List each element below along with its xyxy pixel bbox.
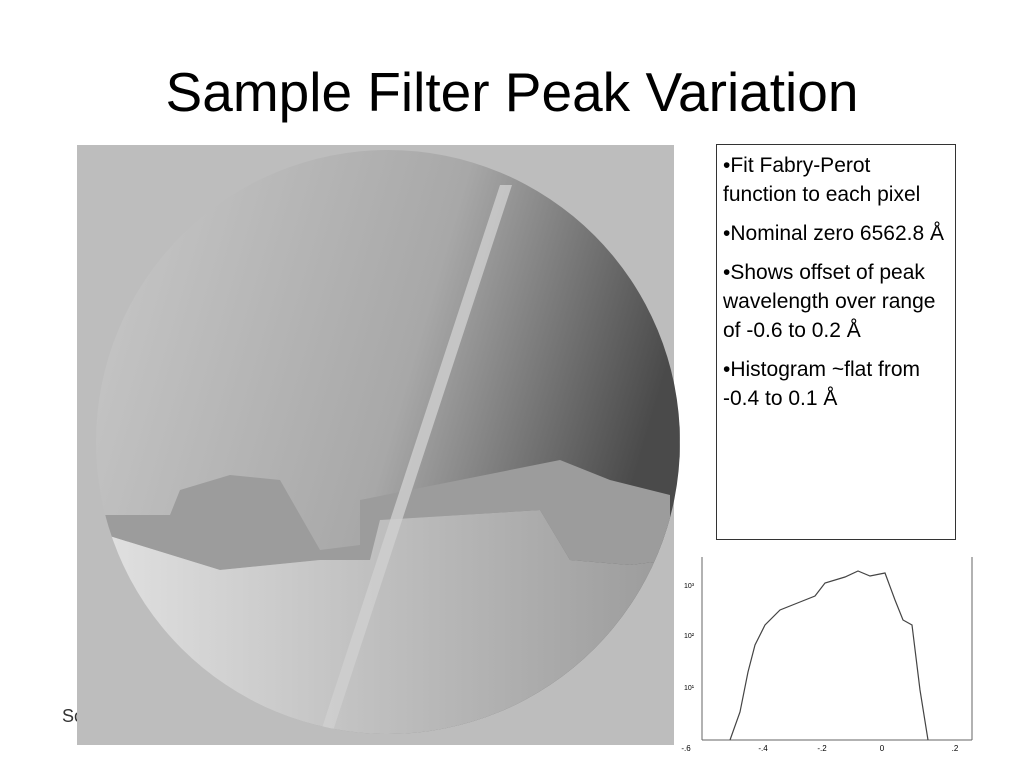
x-tick-label: -.4	[758, 744, 768, 753]
bullet: •Nominal zero 6562.8 Å	[723, 222, 944, 245]
x-tick-label: -.2	[817, 744, 827, 753]
y-tick-label: 10¹	[684, 685, 695, 692]
bullet: •Histogram ~flat from -0.4 to 0.1 Å	[723, 358, 920, 410]
text-box: •Fit Fabry-Perot function to each pixel …	[716, 144, 956, 540]
x-tick-label: -.6	[681, 744, 691, 753]
histogram: -.6 -.4 -.2 0 .2 10³ 10² 10¹	[677, 555, 977, 753]
bullet: •Shows offset of peak wavelength over ra…	[723, 261, 936, 342]
x-tick-label: .2	[952, 744, 959, 753]
map-disk	[96, 150, 680, 734]
bullet: •Fit Fabry-Perot function to each pixel	[723, 154, 921, 206]
x-tick-label: 0	[880, 744, 885, 753]
y-tick-label: 10³	[684, 583, 695, 590]
slide-title: Sample Filter Peak Variation	[165, 61, 859, 123]
y-tick-label: 10²	[684, 633, 695, 640]
